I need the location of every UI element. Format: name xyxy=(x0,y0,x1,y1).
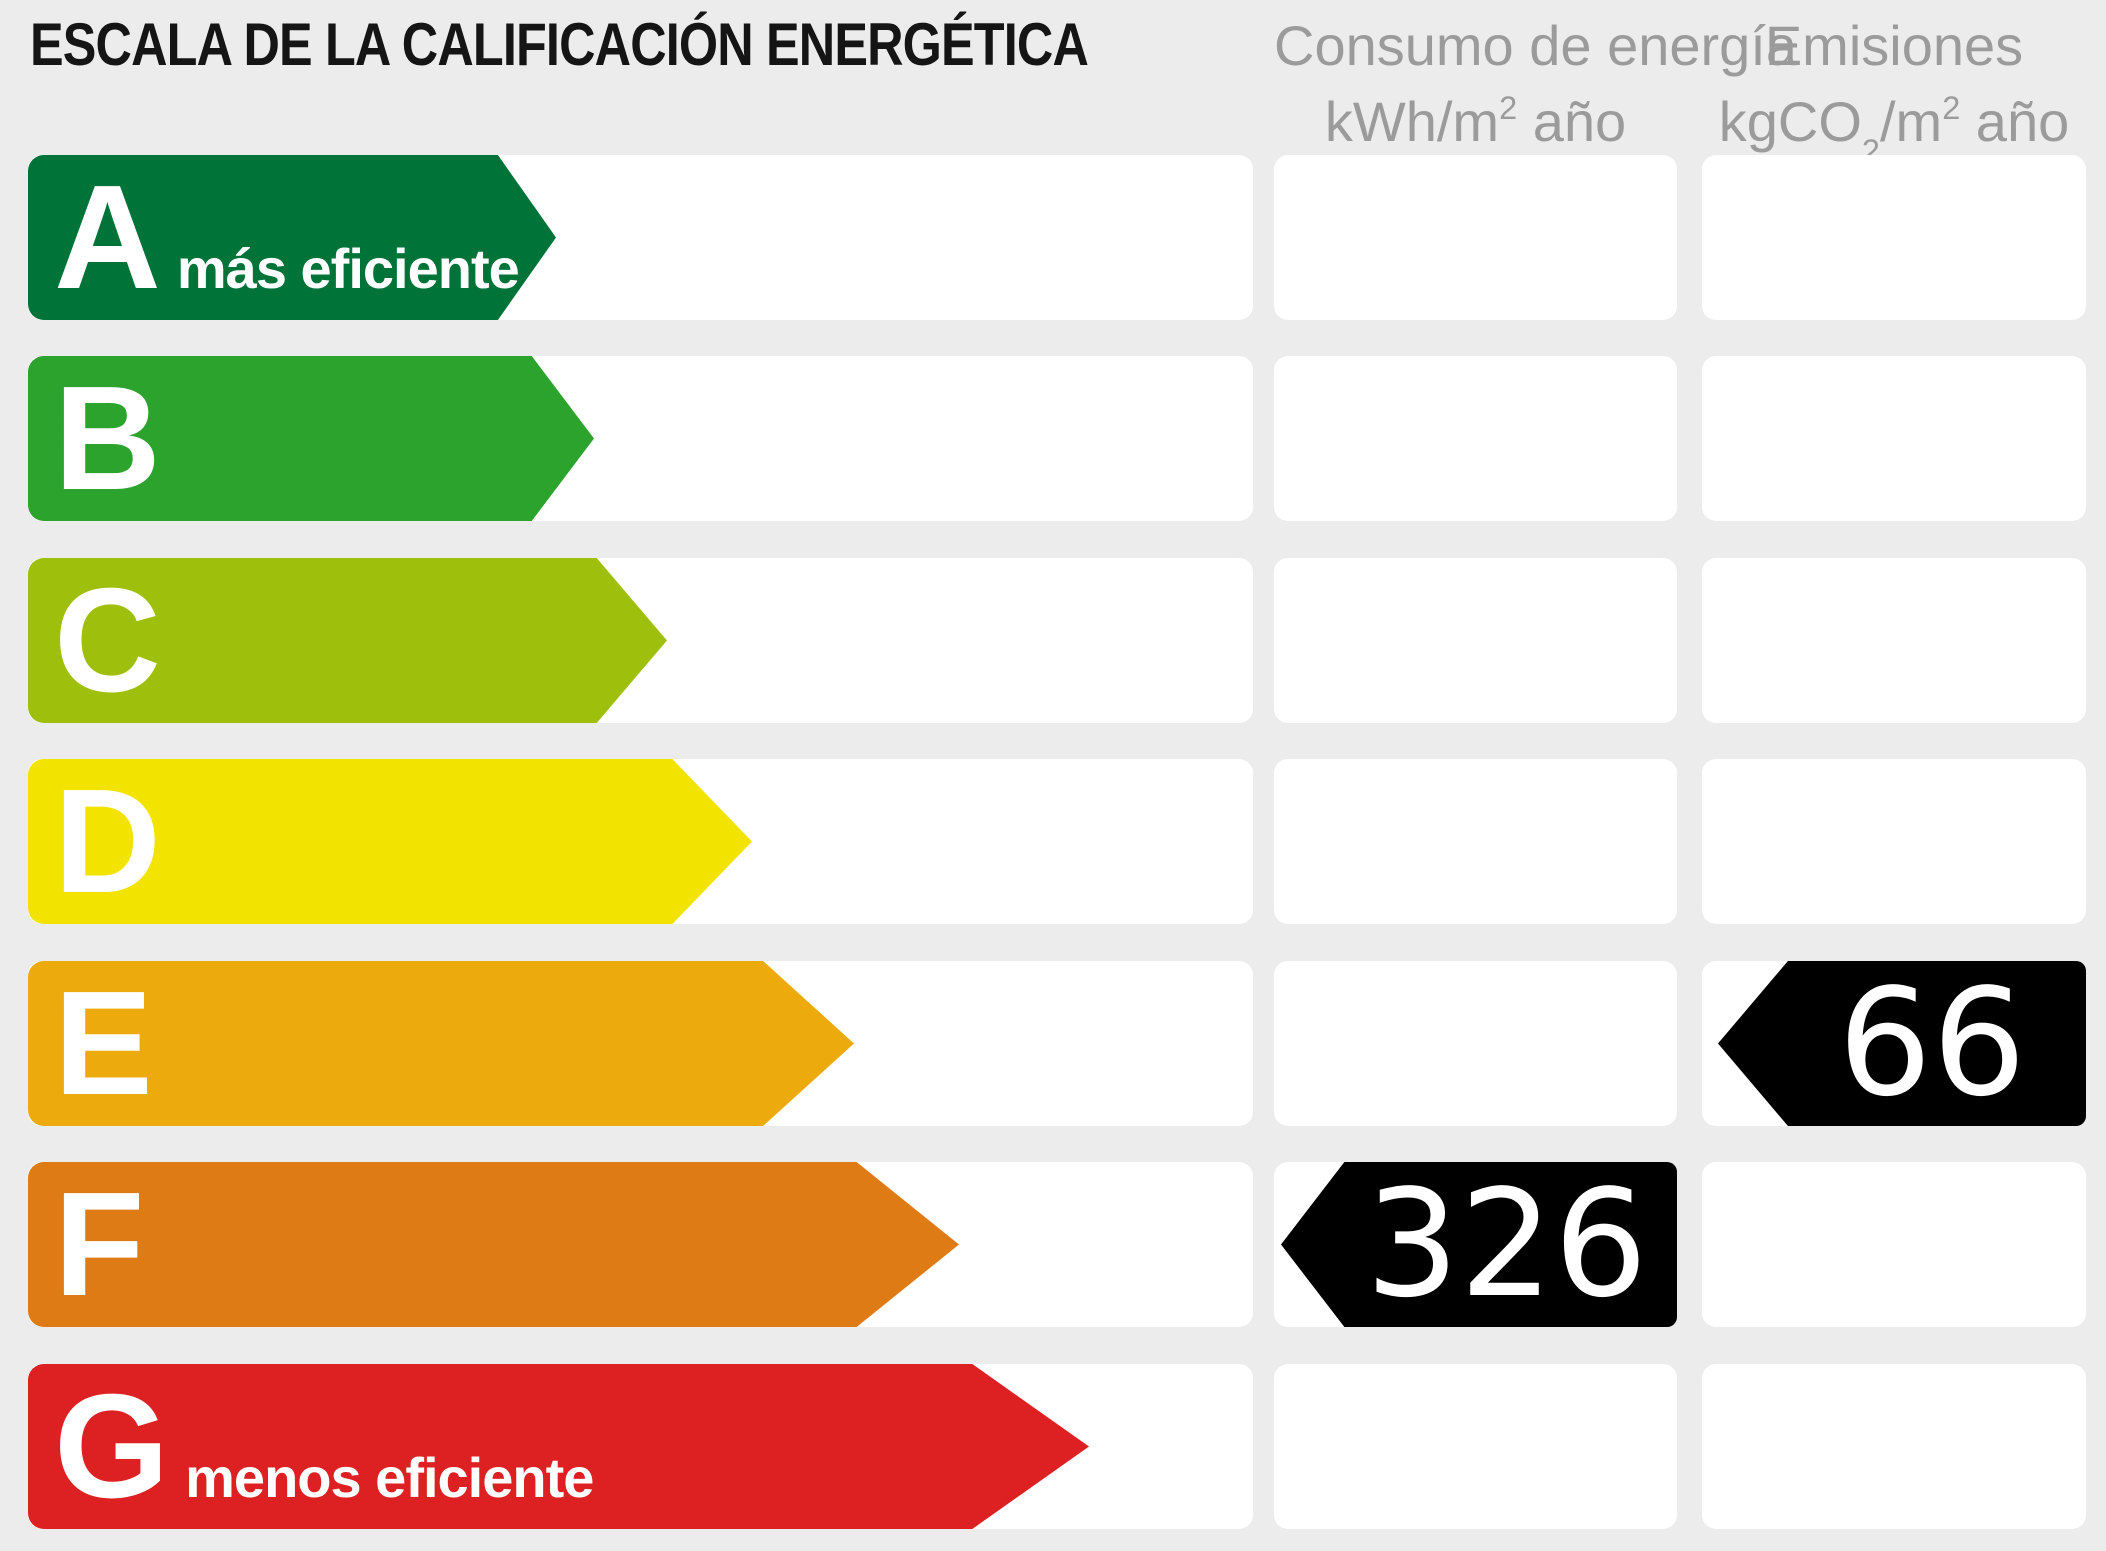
consumo-value: 326 xyxy=(1365,1158,1648,1330)
consumo-column-header: Consumo de energía kWh/m2 año xyxy=(1274,14,1797,154)
emisiones-column-header: Emisiones kgCO2/m2 año xyxy=(1702,14,2086,174)
rating-arrow-e: E xyxy=(28,961,854,1126)
emisiones-header-line1: Emisiones xyxy=(1764,14,2024,77)
rating-letter: B xyxy=(54,356,161,521)
rating-letter: C xyxy=(54,558,161,723)
rating-arrow-a: A más eficiente xyxy=(28,155,556,320)
rating-letter: E xyxy=(54,961,153,1126)
emisiones-cell xyxy=(1702,1364,2086,1529)
rating-letter: F xyxy=(54,1162,145,1327)
emisiones-cell xyxy=(1702,558,2086,723)
rating-arrow-f: F xyxy=(28,1162,959,1327)
emisiones-indicator-arrow: 66 xyxy=(1718,961,2086,1126)
rating-row-b: B xyxy=(0,356,2106,521)
rating-label: más eficiente xyxy=(176,237,520,300)
emisiones-cell xyxy=(1702,1162,2086,1327)
rating-arrow-d: D xyxy=(28,759,752,924)
consumo-cell xyxy=(1274,155,1677,320)
consumo-cell xyxy=(1274,759,1677,924)
consumo-cell xyxy=(1274,356,1677,521)
rating-row-a: A más eficiente xyxy=(0,155,2106,320)
rating-letter: A xyxy=(54,155,161,320)
rating-label: menos eficiente xyxy=(185,1446,594,1509)
rating-letter: G xyxy=(54,1364,170,1529)
rating-row-g: G menos eficiente xyxy=(0,1364,2106,1529)
emisiones-cell xyxy=(1702,155,2086,320)
rating-arrow-b: B xyxy=(28,356,594,521)
consumo-cell xyxy=(1274,1364,1677,1529)
rating-row-e: E 66 xyxy=(0,961,2106,1126)
rating-arrow-g: G menos eficiente xyxy=(28,1364,1089,1529)
consumo-cell xyxy=(1274,558,1677,723)
consumo-indicator-arrow: 326 xyxy=(1281,1162,1677,1327)
consumo-header-line1: Consumo de energía xyxy=(1274,14,1798,77)
rating-row-d: D xyxy=(0,759,2106,924)
rating-row-f: F 326 xyxy=(0,1162,2106,1327)
consumo-header-unit: kWh/m2 año xyxy=(1324,89,1627,153)
rating-row-c: C xyxy=(0,558,2106,723)
emisiones-cell xyxy=(1702,759,2086,924)
page-title: ESCALA DE LA CALIFICACIÓN ENERGÉTICA xyxy=(30,11,1089,78)
consumo-cell xyxy=(1274,961,1677,1126)
rating-letter: D xyxy=(54,759,161,924)
emisiones-cell xyxy=(1702,356,2086,521)
emisiones-header-unit: kgCO2/m2 año xyxy=(1718,89,2070,169)
rating-arrow-c: C xyxy=(28,558,667,723)
emisiones-value: 66 xyxy=(1837,957,2027,1129)
